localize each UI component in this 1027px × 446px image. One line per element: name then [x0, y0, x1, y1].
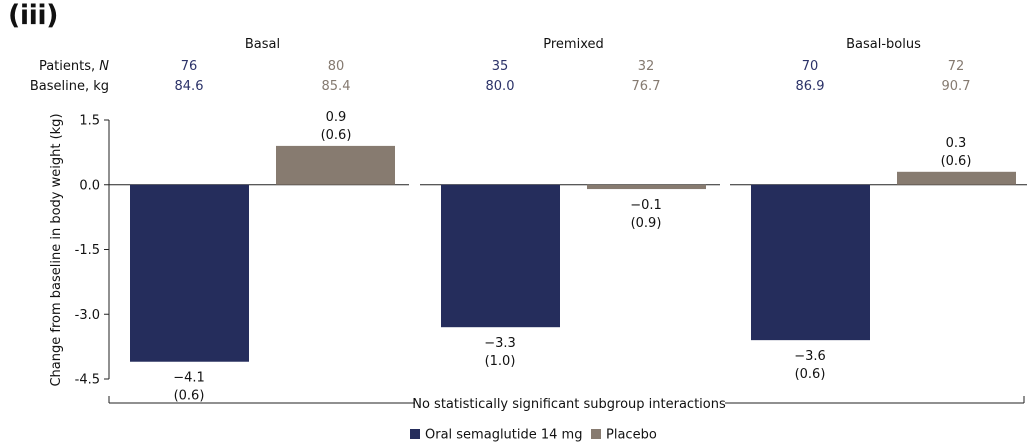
bar-se-label: (0.6) [795, 367, 826, 382]
bar [897, 171, 1016, 185]
patients-value: 72 [948, 59, 965, 74]
baseline-value: 80.0 [486, 79, 515, 94]
baseline-value: 90.7 [942, 79, 971, 94]
baseline-value: 86.9 [796, 79, 825, 94]
legend-swatch-semaglutide [410, 429, 420, 439]
panel-label: (iii) [8, 0, 58, 31]
bar [130, 184, 249, 362]
y-tick-label: -1.5 [75, 243, 100, 258]
bar-se-label: (1.0) [485, 354, 516, 369]
bar [751, 184, 870, 341]
bar-value-label: −3.3 [484, 336, 516, 351]
bar-se-label: (0.6) [941, 154, 972, 169]
legend-swatch-placebo [591, 429, 601, 439]
bar [441, 184, 560, 328]
group-title: Basal-bolus [846, 37, 921, 52]
bracket-annotation: No statistically significant subgroup in… [412, 397, 726, 412]
patients-value: 32 [638, 59, 655, 74]
baseline-row-label: Baseline, kg [30, 79, 109, 94]
patients-row-label: Patients, N [39, 59, 109, 74]
bar-se-label: (0.6) [321, 128, 352, 143]
patients-value: 35 [492, 59, 509, 74]
y-tick-label: 0.0 [79, 178, 100, 193]
baseline-value: 85.4 [322, 79, 351, 94]
y-tick-label: -4.5 [75, 373, 100, 388]
patients-row-prefix: Patients, [39, 59, 99, 74]
bar [587, 184, 706, 190]
patients-row-italic: N [99, 59, 109, 74]
bar-value-label: 0.9 [326, 110, 347, 125]
group-title: Basal [245, 37, 280, 52]
y-tick-label: -3.0 [75, 308, 100, 323]
bar-se-label: (0.6) [174, 389, 205, 404]
group-basal-bolus: Basal-bolus 70 86.9 −3.6 (0.6) 72 90.7 0.3 (0.6) [730, 37, 1027, 382]
bar-groups: Basal 76 84.6 −4.1 (0.6) 80 85.4 0.9 (0.6) Premix… [109, 37, 1027, 404]
patients-value: 70 [802, 59, 819, 74]
patients-value: 80 [328, 59, 345, 74]
y-axis-label: Change from baseline in body weight (kg) [49, 113, 64, 386]
patients-value: 76 [181, 59, 198, 74]
y-axis-ticks: 1.5 0.0 -1.5 -3.0 -4.5 [75, 114, 109, 388]
group-basal: Basal 76 84.6 −4.1 (0.6) 80 85.4 0.9 (0.6) [109, 37, 409, 404]
bar-value-label: −0.1 [630, 198, 662, 213]
bar-value-label: −3.6 [794, 349, 826, 364]
legend-label-placebo: Placebo [606, 428, 657, 443]
bar-value-label: 0.3 [946, 136, 967, 151]
group-title: Premixed [543, 37, 604, 52]
legend-label-semaglutide: Oral semaglutide 14 mg [425, 428, 582, 443]
baseline-value: 76.7 [632, 79, 661, 94]
legend: Oral semaglutide 14 mg Placebo [410, 428, 657, 443]
group-premixed: Premixed 35 80.0 −3.3 (1.0) 32 76.7 −0.1 (0.9) [420, 37, 720, 369]
y-tick-label: 1.5 [79, 114, 100, 129]
bar [276, 145, 395, 185]
bar-se-label: (0.9) [631, 216, 662, 231]
bar-value-label: −4.1 [173, 371, 205, 386]
significance-bracket: No statistically significant subgroup in… [108, 396, 1025, 412]
baseline-value: 84.6 [175, 79, 204, 94]
